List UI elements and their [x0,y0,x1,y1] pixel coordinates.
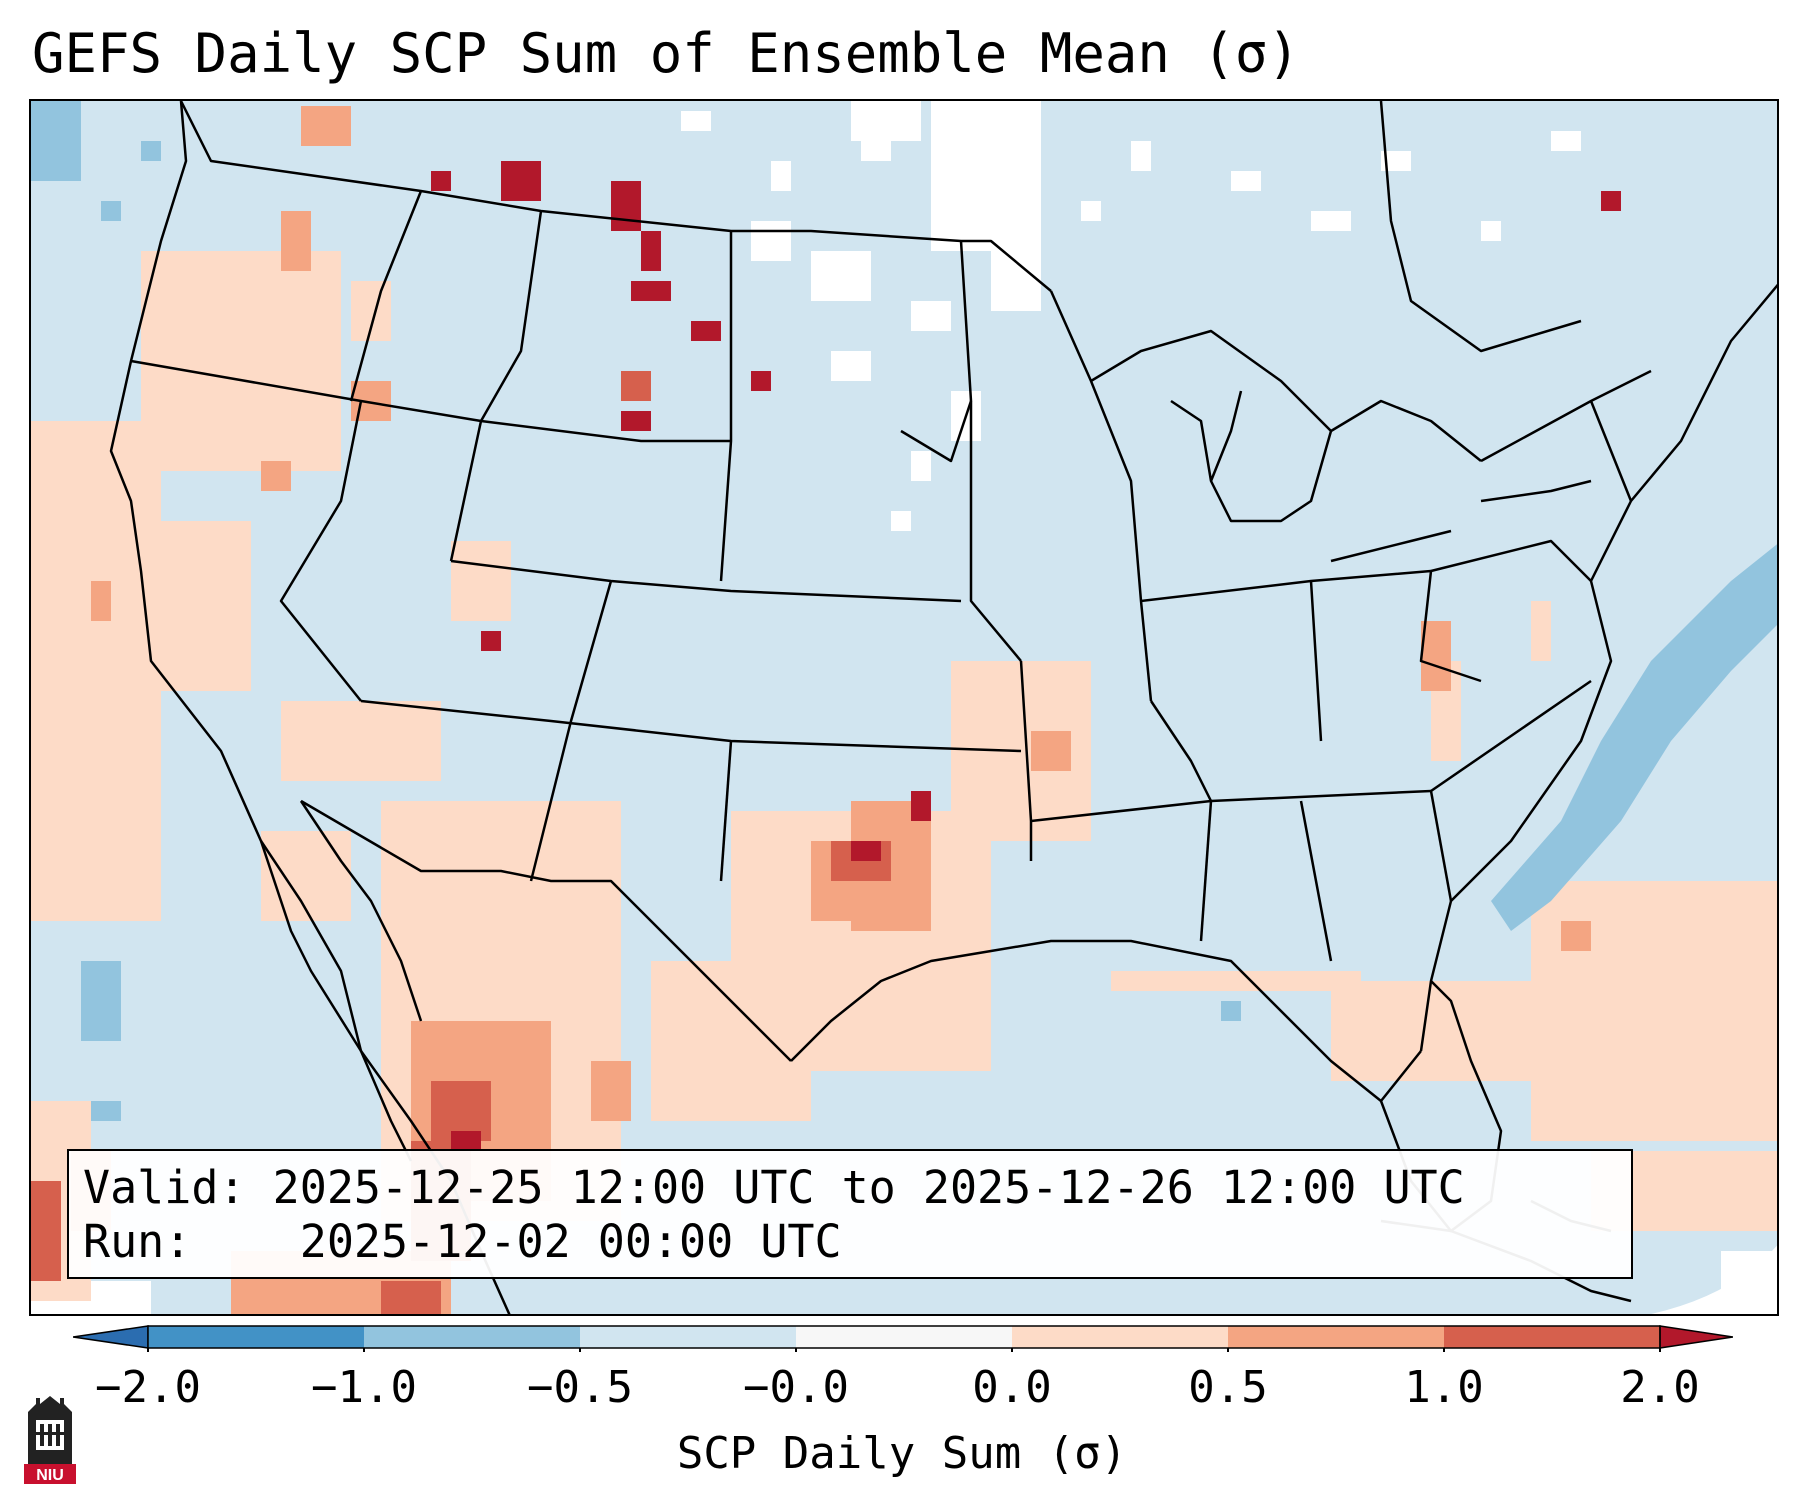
colorbar-tick-label: −1.0 [311,1362,417,1413]
valid-value: 2025-12-25 12:00 UTC to 2025-12-26 12:00… [272,1161,1465,1214]
anomaly-light-blue [31,101,1777,1121]
colorbar-tick-label: 0.5 [1188,1362,1268,1413]
colorbar-segment-4 [796,1326,1012,1348]
map-title: GEFS Daily SCP Sum of Ensemble Mean (σ) [32,22,1300,85]
colorbar-tick-label: 0.0 [972,1362,1052,1413]
colorbar-segment-1 [148,1326,364,1348]
map-panel[interactable] [29,99,1779,1316]
colorbar-tick-label: −0.0 [743,1362,849,1413]
anomaly-above-max [431,161,1621,1151]
validity-info-box: Valid: 2025-12-25 12:00 UTC to 2025-12-2… [67,1149,1633,1279]
colorbar-segment-7 [1444,1326,1660,1348]
map-canvas [31,101,1777,1314]
colorbar-segment-3 [580,1326,796,1348]
niu-logo-text: NIU [36,1467,64,1484]
colorbar-extend-low [73,1325,149,1349]
valid-label: Valid: [83,1161,246,1214]
colorbar-segment-5 [1012,1326,1228,1348]
outside-projection-right [1650,1245,1777,1314]
colorbar [73,1325,1733,1352]
colorbar-tick-label: −0.5 [527,1362,633,1413]
colorbar-outline [147,1325,1661,1349]
colorbar-segment-6 [1228,1326,1444,1348]
colorbar-segment-2 [364,1326,580,1348]
colorbar-tick-label: 1.0 [1404,1362,1484,1413]
colorbar-tick-label: 2.0 [1620,1362,1700,1413]
no-data-region [31,101,1777,1314]
colorbar-extend-high [1659,1325,1733,1349]
colorbar-tick-label: −2.0 [95,1362,201,1413]
run-value: 2025-12-02 00:00 UTC [299,1215,842,1268]
colorbar-label: SCP Daily Sum (σ) [676,1428,1128,1479]
niu-logo: NIU [24,1396,76,1484]
run-label: Run: [83,1215,192,1268]
colorbar-ticks [147,1348,1661,1352]
